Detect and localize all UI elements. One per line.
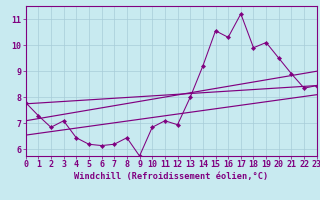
X-axis label: Windchill (Refroidissement éolien,°C): Windchill (Refroidissement éolien,°C) bbox=[74, 172, 268, 181]
